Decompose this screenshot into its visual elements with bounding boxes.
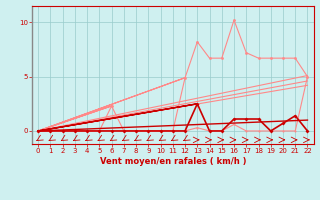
X-axis label: Vent moyen/en rafales ( km/h ): Vent moyen/en rafales ( km/h ) (100, 157, 246, 166)
